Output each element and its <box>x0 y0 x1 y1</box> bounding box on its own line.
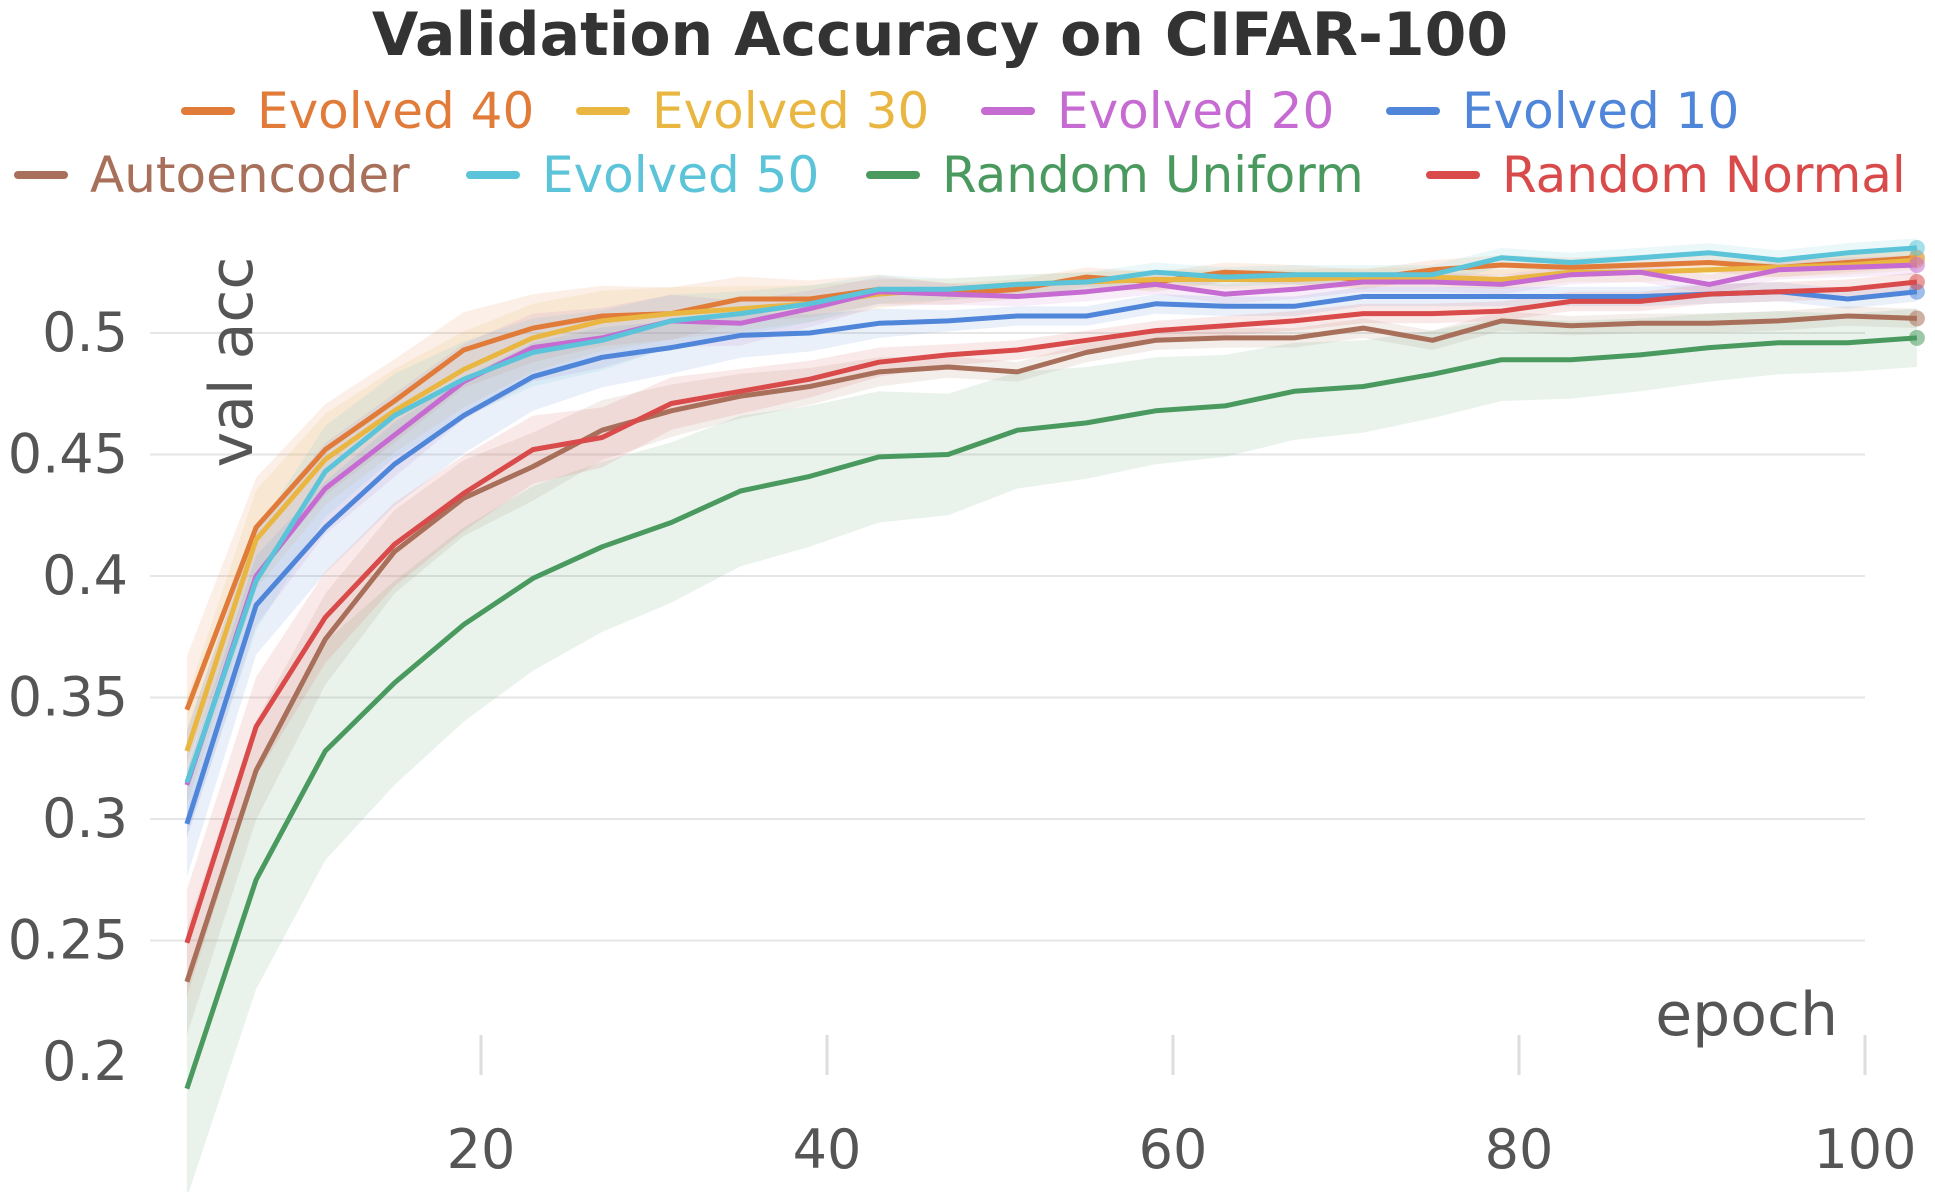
x-tick-label: 60 <box>1139 1118 1208 1181</box>
legend-label: Evolved 10 <box>1462 82 1739 140</box>
legend-label: Random Normal <box>1502 146 1906 204</box>
end-marker-random-normal <box>1908 273 1925 290</box>
line-random-normal <box>184 279 1918 944</box>
y-tick-label: 0.25 <box>8 909 128 972</box>
x-tick-label: 100 <box>1813 1118 1916 1181</box>
series-lines <box>184 245 1918 1090</box>
line-evolved-50 <box>184 245 1918 784</box>
chart-title: Validation Accuracy on CIFAR-100 <box>372 0 1508 70</box>
line-random-uniform <box>184 335 1918 1090</box>
grid <box>150 332 1867 1075</box>
legend: Evolved 40 Evolved 30 Evolved 20 Evolved 10… <box>14 82 1906 204</box>
band-random-normal <box>186 272 1917 997</box>
confidence-bands <box>186 238 1917 1192</box>
y-tick-label: 0.45 <box>8 423 128 486</box>
x-tick-label: 20 <box>447 1118 516 1181</box>
end-marker-autoencoder <box>1908 310 1925 327</box>
x-tick-label: 40 <box>793 1118 862 1181</box>
y-tick-label: 0.35 <box>8 666 128 729</box>
legend-label: Evolved 50 <box>542 146 819 204</box>
end-marker-evolved-50 <box>1908 239 1925 256</box>
band-random-uniform <box>186 308 1917 1192</box>
y-axis-label: val acc <box>197 257 267 468</box>
tick-labels: 0.2 0.25 0.3 0.35 0.4 0.45 0.5 20 40 60 80 100 <box>8 301 1917 1181</box>
legend-label: Evolved 40 <box>257 82 534 140</box>
legend-label: Random Uniform <box>942 146 1364 204</box>
legend-label: Autoencoder <box>90 146 410 204</box>
end-marker-evolved-20 <box>1908 256 1925 273</box>
x-tick-label: 80 <box>1485 1118 1554 1181</box>
y-tick-label: 0.2 <box>42 1030 128 1093</box>
legend-label: Evolved 30 <box>652 82 929 140</box>
y-tick-label: 0.5 <box>42 301 128 364</box>
line-evolved-10 <box>184 289 1918 825</box>
y-tick-label: 0.3 <box>42 787 128 850</box>
x-axis-label: epoch <box>1655 980 1838 1050</box>
end-marker-random-uniform <box>1908 329 1925 346</box>
legend-label: Evolved 20 <box>1057 82 1334 140</box>
series-end-markers <box>1908 239 1925 346</box>
y-tick-label: 0.4 <box>42 544 128 607</box>
line-autoencoder <box>184 313 1917 983</box>
